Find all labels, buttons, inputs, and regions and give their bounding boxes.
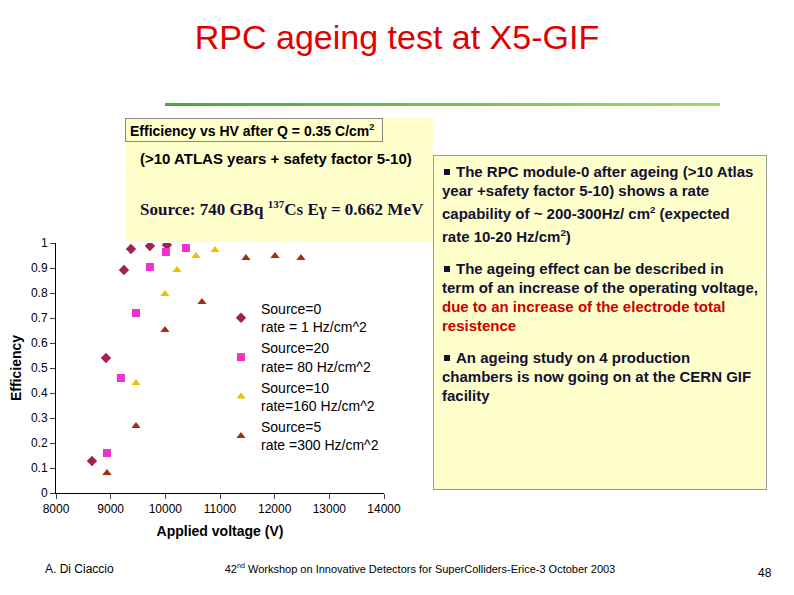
svg-text:Source=5rate =300 Hz/cm^2: Source=5rate =300 Hz/cm^2	[261, 419, 379, 453]
html-text:The RPC module-0 after ageing: The RPC module-0 after ageing (>10 Atlas…	[442, 163, 754, 245]
svg-text:8000: 8000	[43, 502, 70, 516]
html-text:Efficiency vs HV after Q = 0.3: Efficiency vs HV after Q = 0.35 C/cm2	[130, 122, 375, 139]
svg-text:0.8: 0.8	[31, 286, 48, 300]
svg-text:Applied voltage (V): Applied voltage (V)	[157, 523, 284, 539]
html-text:due to an increase of the elec: due to an increase of the electrode tota…	[442, 298, 726, 334]
svg-text:0.3: 0.3	[31, 411, 48, 425]
html-text:Source: 740 GBq137Cs Eγ = 0.66: Source: 740 GBq137Cs Eγ = 0.662 MeV	[140, 198, 424, 219]
svg-text:Source=0rate = 1 Hz/cm^2: Source=0rate = 1 Hz/cm^2	[261, 301, 367, 335]
svg-text:11000: 11000	[204, 502, 237, 516]
html-text:(>10 ATLAS years + safety fact: (>10 ATLAS years + safety factor 5-10)	[140, 150, 412, 167]
svg-text:14000: 14000	[367, 502, 401, 516]
svg-text:12000: 12000	[258, 502, 292, 516]
svg-text:0.1: 0.1	[31, 461, 48, 475]
svg-text:0.9: 0.9	[31, 261, 48, 275]
html-text:42ndWorkshop on Innovative Det: 42ndWorkshop on Innovative Detectors for…	[224, 562, 616, 575]
svg-text:13000: 13000	[313, 502, 347, 516]
svg-text:Source=10rate=160 Hz/cm^2: Source=10rate=160 Hz/cm^2	[261, 380, 375, 414]
svg-text:10000: 10000	[149, 502, 183, 516]
svg-text:0.7: 0.7	[31, 311, 48, 325]
svg-text:0: 0	[41, 486, 48, 500]
html-text:48: 48	[758, 566, 772, 580]
html-text:RPC ageing test at X5-GIF: RPC ageing test at X5-GIF	[194, 18, 600, 56]
svg-text:Source=20rate= 80 Hz/cm^2: Source=20rate= 80 Hz/cm^2	[261, 340, 371, 374]
html-text:The ageing effect can be descr: The ageing effect can be described in te…	[442, 260, 758, 296]
svg-text:0.6: 0.6	[31, 336, 48, 350]
svg-text:0.4: 0.4	[31, 386, 48, 400]
svg-text:1: 1	[41, 236, 48, 250]
html-text:A. Di Ciaccio: A. Di Ciaccio	[45, 562, 114, 576]
html-text:An ageing study on 4 productio: An ageing study on 4 production chambers…	[442, 349, 752, 404]
svg-text:0.2: 0.2	[31, 436, 48, 450]
svg-text:9000: 9000	[97, 502, 124, 516]
svg-text:0.5: 0.5	[31, 361, 48, 375]
svg-text:Efficiency: Efficiency	[8, 335, 24, 401]
